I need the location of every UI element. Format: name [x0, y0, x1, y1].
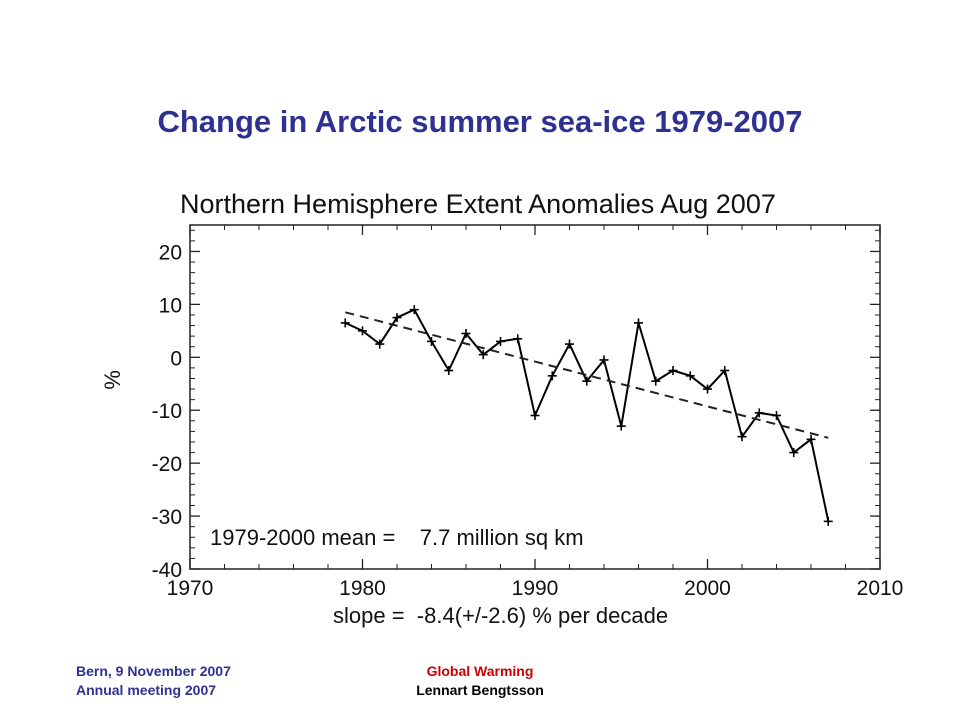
data-point — [634, 318, 643, 328]
data-point — [513, 334, 523, 344]
x-tick-label: 2000 — [684, 577, 731, 600]
footer-author: Lennart Bengtsson — [416, 682, 544, 698]
data-point — [427, 336, 436, 346]
data-point — [530, 411, 540, 421]
data-point — [616, 421, 626, 431]
footer-meeting: Annual meeting 2007 — [76, 682, 217, 698]
slide-title: Change in Arctic summer sea-ice 1979-200… — [157, 104, 803, 139]
data-point — [340, 318, 350, 328]
data-point — [375, 339, 385, 349]
slope-annotation: slope = -8.4(+/-2.6) % per decade — [333, 603, 668, 628]
data-point — [392, 313, 402, 323]
data-point — [409, 305, 419, 315]
data-point — [720, 366, 730, 376]
data-point — [754, 408, 764, 418]
x-tick-label: 1980 — [339, 577, 386, 600]
data-point — [806, 434, 816, 444]
plot-frame — [189, 224, 881, 570]
mean-annotation: 1979-2000 mean = 7.7 million sq km — [210, 525, 584, 550]
y-tick-label: 10 — [159, 294, 182, 317]
data-point — [772, 411, 781, 421]
y-tick-label: 0 — [170, 347, 182, 370]
x-tick-label: 1990 — [512, 577, 559, 600]
data-point — [668, 366, 678, 376]
data-point — [582, 376, 592, 386]
data-point — [599, 355, 609, 365]
data-point — [461, 328, 471, 338]
data-point — [703, 384, 712, 394]
data-point — [358, 326, 367, 336]
trend-line — [345, 311, 829, 439]
series-layer — [340, 305, 833, 526]
x-tick-label: 1970 — [167, 577, 214, 600]
y-tick-label: 20 — [159, 241, 182, 264]
chart-title: Northern Hemisphere Extent Anomalies Aug… — [180, 189, 776, 219]
y-tick-labels: 20 10 0 -10 -20 -30 -40 — [152, 241, 182, 582]
footer-event-date: Bern, 9 November 2007 — [76, 663, 231, 679]
data-point — [789, 448, 799, 458]
footer-center: Global Warming Lennart Bengtsson — [360, 662, 600, 700]
y-tick-label: -10 — [152, 400, 182, 423]
x-tick-label: 2010 — [857, 577, 904, 600]
data-point — [737, 432, 747, 442]
footer-topic: Global Warming — [426, 663, 534, 679]
anomaly-line — [344, 308, 830, 522]
data-point — [444, 366, 454, 376]
axis-ticks — [189, 225, 881, 570]
data-point — [478, 350, 488, 360]
data-point — [547, 371, 557, 381]
data-point — [685, 371, 695, 381]
footer-left: Bern, 9 November 2007 Annual meeting 200… — [76, 662, 231, 700]
sea-ice-anomaly-chart: Northern Hemisphere Extent Anomalies Aug… — [100, 189, 904, 628]
y-tick-label: -20 — [152, 453, 182, 476]
y-tick-label: -30 — [152, 506, 182, 529]
data-point — [823, 516, 833, 526]
y-axis-label: % — [100, 370, 125, 390]
y-tick-label: -40 — [152, 559, 182, 582]
data-point — [496, 336, 505, 346]
x-tick-labels: 1970 1980 1990 2000 2010 — [167, 577, 904, 600]
data-point — [651, 376, 661, 386]
data-point — [565, 339, 574, 349]
